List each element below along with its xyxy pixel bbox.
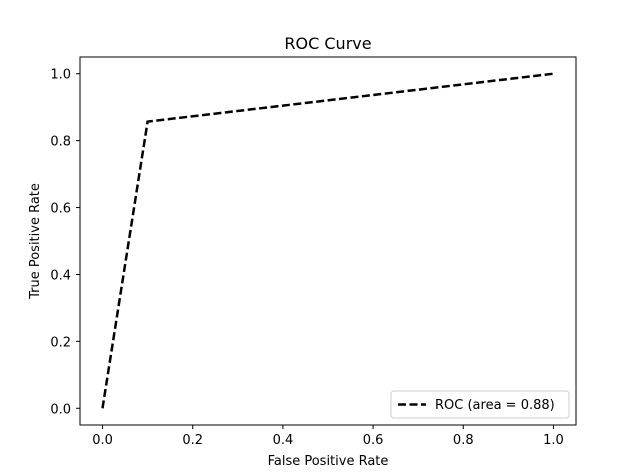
y-tick-label: 0.0 <box>50 402 71 417</box>
x-axis-label: False Positive Rate <box>268 454 389 469</box>
y-tick-label: 0.4 <box>50 268 71 283</box>
plot-frame <box>79 56 577 426</box>
y-tick-label: 1.0 <box>50 68 71 83</box>
x-tick-label: 0.8 <box>453 433 474 448</box>
x-tick-label: 0.2 <box>182 433 203 448</box>
x-tick-label: 0.6 <box>363 433 384 448</box>
chart-title: ROC Curve <box>284 34 371 53</box>
legend: ROC (area = 0.88) <box>390 390 570 419</box>
series-layer <box>101 72 554 409</box>
y-axis-label: True Positive Rate <box>28 183 43 300</box>
plot-area <box>79 56 577 426</box>
x-tick-label: 0.4 <box>273 433 294 448</box>
legend-frame <box>390 390 570 419</box>
x-tick-label: 1.0 <box>543 433 564 448</box>
x-axis: 0.0 0.2 0.4 0.6 0.8 1.0 <box>92 425 564 448</box>
roc-series-line <box>101 72 554 409</box>
y-tick-label: 0.2 <box>50 335 71 350</box>
y-tick-label: 0.8 <box>50 135 71 150</box>
y-tick-label: 0.6 <box>50 202 71 217</box>
x-tick-label: 0.0 <box>92 433 113 448</box>
y-axis: 0.0 0.2 0.4 0.6 0.8 1.0 <box>50 68 80 417</box>
legend-label: ROC (area = 0.88) <box>435 398 555 413</box>
